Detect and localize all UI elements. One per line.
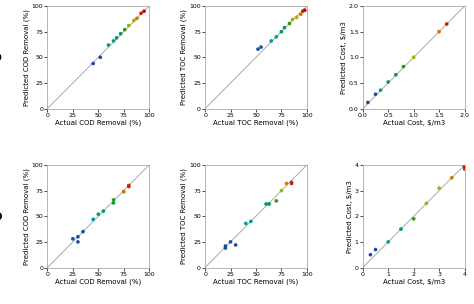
X-axis label: Actual Cost, $/m3: Actual Cost, $/m3 [383,279,445,285]
Point [293,15,301,20]
Point [267,39,275,43]
Point [448,175,456,180]
Point [410,216,418,221]
Point [100,209,107,214]
Point [137,11,145,16]
Y-axis label: Predicted COD Removal (%): Predicted COD Removal (%) [23,9,29,106]
Point [110,39,118,43]
Point [90,217,97,222]
Point [286,21,293,26]
Y-axis label: Predicted Cost, $/m3: Predicted Cost, $/m3 [341,21,346,94]
X-axis label: Actual COD Removal (%): Actual COD Removal (%) [55,120,141,126]
Point [443,22,450,26]
Point [105,43,112,47]
Y-axis label: Predicted TOC Removal (%): Predicted TOC Removal (%) [181,168,187,264]
Point [288,180,295,185]
Y-axis label: Predicted TOC Removal (%): Predicted TOC Removal (%) [181,9,187,105]
Point [281,25,288,30]
Point [299,9,307,14]
Point [227,240,234,244]
Point [90,61,97,66]
Point [97,55,104,60]
Point [74,240,82,244]
Point [257,45,265,50]
Point [222,246,229,250]
Point [392,72,400,77]
Point [120,189,128,194]
Point [265,202,273,206]
Point [278,29,285,34]
Point [372,247,379,252]
Point [435,29,443,34]
Point [79,229,87,234]
Point [400,64,407,69]
Point [289,17,296,22]
Point [133,16,141,21]
Point [364,100,372,105]
Point [461,166,468,171]
Y-axis label: Predicted Cost, $/m3: Predicted Cost, $/m3 [346,180,353,253]
Point [222,244,229,248]
Point [372,92,379,97]
Point [461,164,468,169]
Point [384,240,392,244]
Point [110,197,118,202]
X-axis label: Actual COD Removal (%): Actual COD Removal (%) [55,279,141,285]
X-axis label: Actual Cost, $/m3: Actual Cost, $/m3 [383,120,445,126]
Point [366,252,374,257]
Point [117,31,125,36]
Point [273,34,280,39]
Point [283,181,290,186]
Point [423,201,430,206]
Point [273,199,280,203]
Point [125,183,133,188]
Point [140,9,148,14]
Point [232,243,239,247]
Point [410,55,418,60]
X-axis label: Actual TOC Removal (%): Actual TOC Removal (%) [213,120,299,126]
Point [278,188,285,193]
Point [242,221,250,226]
Text: (b): (b) [0,212,3,221]
Point [247,219,255,224]
Point [110,201,118,206]
Point [125,23,133,28]
Point [74,234,82,239]
Point [377,88,384,93]
Point [301,8,309,12]
Point [254,47,262,52]
Point [288,181,295,186]
Point [120,189,128,194]
Point [69,237,77,241]
Y-axis label: Predicted COD Removal (%): Predicted COD Removal (%) [23,168,29,265]
Point [262,202,270,206]
Point [113,36,120,40]
Point [121,27,128,32]
Text: (a): (a) [0,53,3,62]
Point [94,212,102,217]
Point [125,184,133,189]
Point [397,227,405,232]
Point [435,186,443,191]
Point [384,80,392,85]
Point [297,12,304,17]
X-axis label: Actual TOC Removal (%): Actual TOC Removal (%) [213,279,299,285]
Point [130,18,137,23]
